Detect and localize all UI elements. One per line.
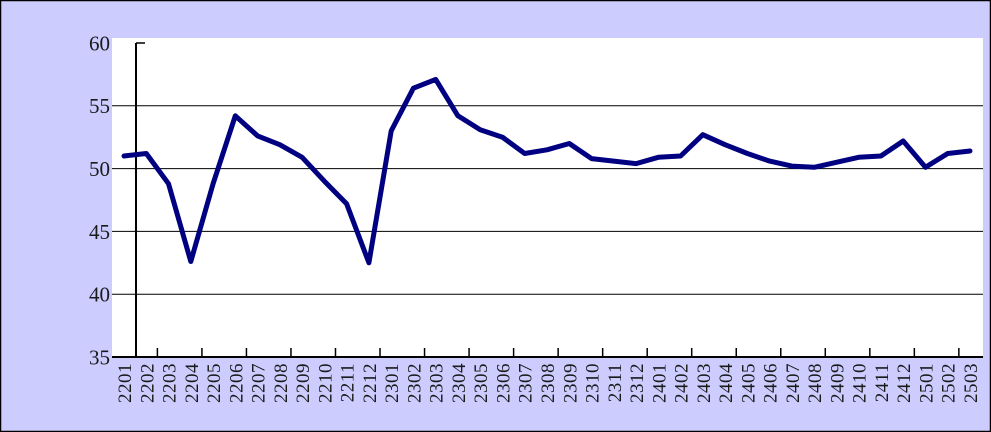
y-tick-label: 60 — [89, 31, 110, 55]
x-tick-label: 2411 — [872, 363, 893, 402]
x-tick-label: 2212 — [360, 363, 381, 403]
x-tick-label: 2211 — [338, 363, 359, 402]
x-tick-label: 2406 — [761, 363, 782, 403]
x-tick-label: 2503 — [961, 363, 982, 403]
x-tick-label: 2409 — [827, 363, 848, 403]
x-tick-label: 2408 — [805, 363, 826, 403]
x-tick-label: 2407 — [783, 363, 804, 403]
y-tick-label: 55 — [89, 94, 110, 118]
x-tick-label: 2301 — [382, 363, 403, 403]
x-tick-label: 2401 — [649, 363, 670, 403]
x-tick-label: 2412 — [894, 363, 915, 403]
y-tick-label: 40 — [89, 283, 110, 307]
x-tick-label: 2209 — [293, 363, 314, 403]
x-tick-label: 2202 — [137, 363, 158, 403]
x-tick-label: 2311 — [605, 363, 626, 402]
x-tick-label: 2206 — [226, 363, 247, 403]
x-tick-label: 2304 — [449, 363, 470, 403]
x-tick-label: 2410 — [850, 363, 871, 403]
x-tick-label: 2309 — [560, 363, 581, 403]
x-tick-label: 2501 — [916, 363, 937, 403]
x-tick-label: 2207 — [249, 363, 270, 403]
plot-area — [112, 38, 983, 357]
x-tick-label: 2205 — [204, 363, 225, 403]
x-tick-label: 2204 — [182, 363, 203, 403]
x-tick-label: 2303 — [427, 363, 448, 403]
x-tick-label: 2208 — [271, 363, 292, 403]
x-tick-label: 2203 — [160, 363, 181, 403]
x-tick-label: 2305 — [471, 363, 492, 403]
y-tick-label: 50 — [89, 157, 110, 181]
x-tick-label: 2310 — [583, 363, 604, 403]
x-tick-label: 2312 — [627, 363, 648, 403]
y-tick-label: 35 — [89, 345, 110, 369]
x-tick-label: 2405 — [738, 363, 759, 403]
x-tick-label: 2404 — [716, 363, 737, 403]
x-tick-label: 2403 — [694, 363, 715, 403]
data-line — [121, 76, 973, 266]
x-tick-label: 2307 — [516, 363, 537, 403]
y-tick-label: 45 — [89, 220, 110, 244]
x-tick-label: 2402 — [672, 363, 693, 403]
x-tick-label: 2201 — [115, 363, 136, 403]
x-tick-label: 2302 — [404, 363, 425, 403]
x-tick-label: 2308 — [538, 363, 559, 403]
x-tick-label: 2210 — [315, 363, 336, 403]
x-tick-label: 2502 — [939, 363, 960, 403]
x-tick-label: 2306 — [493, 363, 514, 403]
